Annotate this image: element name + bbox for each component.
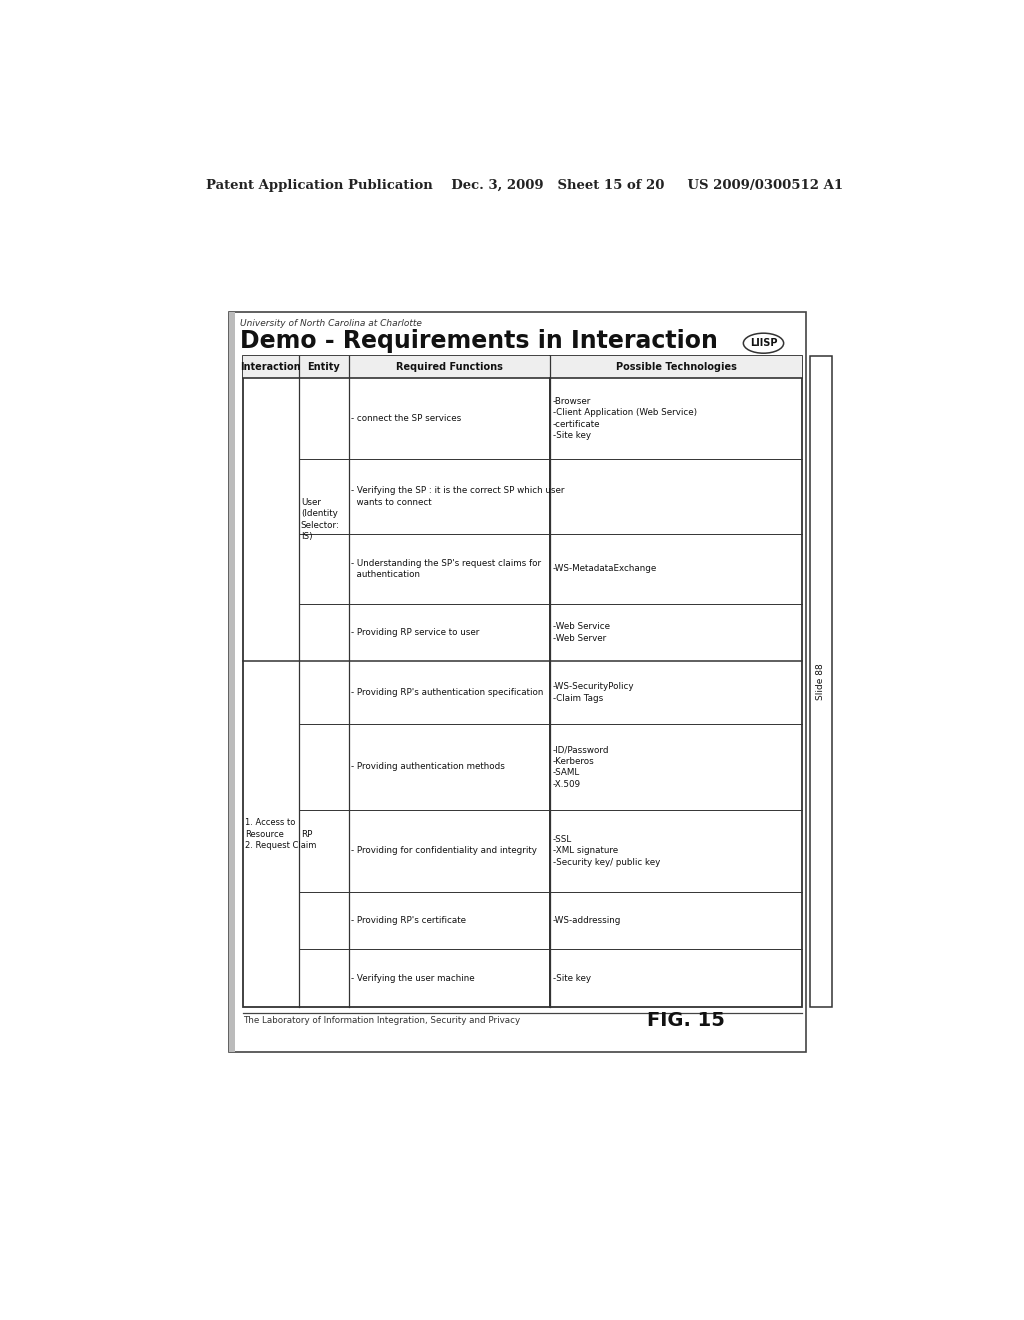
Text: -WS-MetadataExchange: -WS-MetadataExchange [553,564,657,573]
Text: FIG. 15: FIG. 15 [647,1011,725,1031]
Text: 1. Access to
Resource
2. Request Claim: 1. Access to Resource 2. Request Claim [245,818,316,850]
Text: Interaction: Interaction [241,362,301,372]
Text: LIISP: LIISP [750,338,777,348]
Text: - Providing for confidentiality and integrity: - Providing for confidentiality and inte… [351,846,537,855]
Text: User
(Identity
Selector:
IS): User (Identity Selector: IS) [301,498,340,541]
Text: Required Functions: Required Functions [396,362,503,372]
Text: -WS-SecurityPolicy
-Claim Tags: -WS-SecurityPolicy -Claim Tags [553,682,634,702]
Text: - Understanding the SP's request claims for
  authentication: - Understanding the SP's request claims … [351,558,542,579]
Text: - Providing authentication methods: - Providing authentication methods [351,763,505,771]
Bar [243,356,550,1007]
Bar [550,356,802,1007]
Text: University of North Carolina at Charlotte: University of North Carolina at Charlott… [241,319,422,329]
Text: RP: RP [301,829,312,838]
Bar [243,356,802,378]
Text: -ID/Password
-Kerberos
-SAML
-X.509: -ID/Password -Kerberos -SAML -X.509 [553,746,609,788]
Text: The Laboratory of Information Integration, Security and Privacy: The Laboratory of Information Integratio… [243,1016,520,1026]
Text: - Verifying the user machine: - Verifying the user machine [351,974,475,982]
Text: -WS-addressing: -WS-addressing [553,916,622,925]
Text: - Providing RP service to user: - Providing RP service to user [351,628,479,636]
Text: - Verifying the SP : it is the correct SP which user
  wants to connect: - Verifying the SP : it is the correct S… [351,487,564,507]
Text: Demo - Requirements in Interaction: Demo - Requirements in Interaction [241,329,718,352]
Bar [810,356,831,1007]
Text: - Providing RP's authentication specification: - Providing RP's authentication specific… [351,688,544,697]
Text: -Site key: -Site key [553,974,591,982]
Text: Possible Technologies: Possible Technologies [615,362,736,372]
Ellipse shape [743,333,783,354]
Bar [228,313,234,1052]
Text: -Browser
-Client Application (Web Service)
-certificate
-Site key: -Browser -Client Application (Web Servic… [553,397,696,441]
Text: Slide 88: Slide 88 [816,663,825,700]
Text: Entity: Entity [307,362,340,372]
Text: - connect the SP services: - connect the SP services [351,414,462,424]
Text: Patent Application Publication    Dec. 3, 2009   Sheet 15 of 20     US 2009/0300: Patent Application Publication Dec. 3, 2… [206,178,844,191]
Text: -SSL
-XML signature
-Security key/ public key: -SSL -XML signature -Security key/ publi… [553,836,659,867]
Text: -Web Service
-Web Server: -Web Service -Web Server [553,622,609,643]
Bar [228,313,806,1052]
Text: - Providing RP's certificate: - Providing RP's certificate [351,916,466,925]
